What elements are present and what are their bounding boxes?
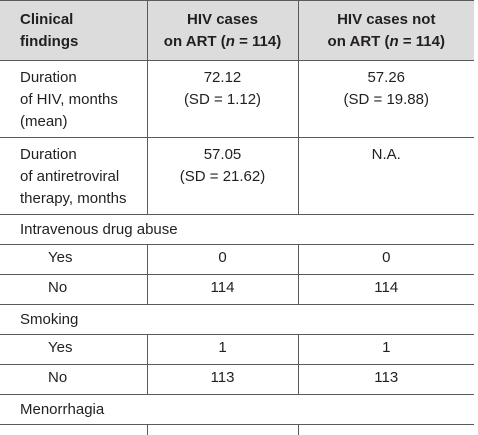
row-label-duration-art: Duration of antiretroviral therapy, mont… xyxy=(0,138,147,215)
cell-ivda-no-on-art: 114 xyxy=(147,275,298,305)
section-row: Smoking xyxy=(0,305,474,335)
header-row: Clinical findings HIV cases on ART (n = … xyxy=(0,1,474,61)
cell-smoking-yes-on-art: 1 xyxy=(147,335,298,365)
row-label-ivda-yes: Yes xyxy=(0,245,147,275)
trail-cell xyxy=(0,425,147,435)
cell-duration-hiv-on-art: 72.12 (SD = 1.12) xyxy=(147,61,298,138)
cell-duration-art-on-art: 57.05 (SD = 21.62) xyxy=(147,138,298,215)
section-row: Intravenous drug abuse xyxy=(0,215,474,245)
row-label-smoking-yes: Yes xyxy=(0,335,147,365)
header-on-art: HIV cases on ART (n = 114) xyxy=(147,1,298,61)
cell-duration-art-not-on-art: N.A. xyxy=(298,138,474,215)
row-label-duration-hiv: Duration of HIV, months (mean) xyxy=(0,61,147,138)
cell-smoking-no-not-on-art: 113 xyxy=(298,365,474,395)
row-label-ivda-no: No xyxy=(0,275,147,305)
cell-smoking-no-on-art: 113 xyxy=(147,365,298,395)
table-row: Duration of HIV, months (mean) 72.12 (SD… xyxy=(0,61,474,138)
row-label-smoking-no: No xyxy=(0,365,147,395)
section-title-ivda: Intravenous drug abuse xyxy=(0,215,474,245)
section-title-smoking: Smoking xyxy=(0,305,474,335)
trail-cell xyxy=(147,425,298,435)
trail-cell xyxy=(298,425,474,435)
table-row: No 114 114 xyxy=(0,275,474,305)
table-row: Yes 0 0 xyxy=(0,245,474,275)
cell-smoking-yes-not-on-art: 1 xyxy=(298,335,474,365)
table-row: No 113 113 xyxy=(0,365,474,395)
table-row: Duration of antiretroviral therapy, mont… xyxy=(0,138,474,215)
cell-ivda-no-not-on-art: 114 xyxy=(298,275,474,305)
cell-ivda-yes-on-art: 0 xyxy=(147,245,298,275)
cell-ivda-yes-not-on-art: 0 xyxy=(298,245,474,275)
table-row: Yes 1 1 xyxy=(0,335,474,365)
section-title-menorrhagia: Menorrhagia xyxy=(0,395,474,425)
header-clinical-findings: Clinical findings xyxy=(0,1,147,61)
section-row: Menorrhagia xyxy=(0,395,474,425)
header-not-on-art: HIV cases not on ART (n = 114) xyxy=(298,1,474,61)
cell-duration-hiv-not-on-art: 57.26 (SD = 19.88) xyxy=(298,61,474,138)
table-row-partial xyxy=(0,425,474,435)
